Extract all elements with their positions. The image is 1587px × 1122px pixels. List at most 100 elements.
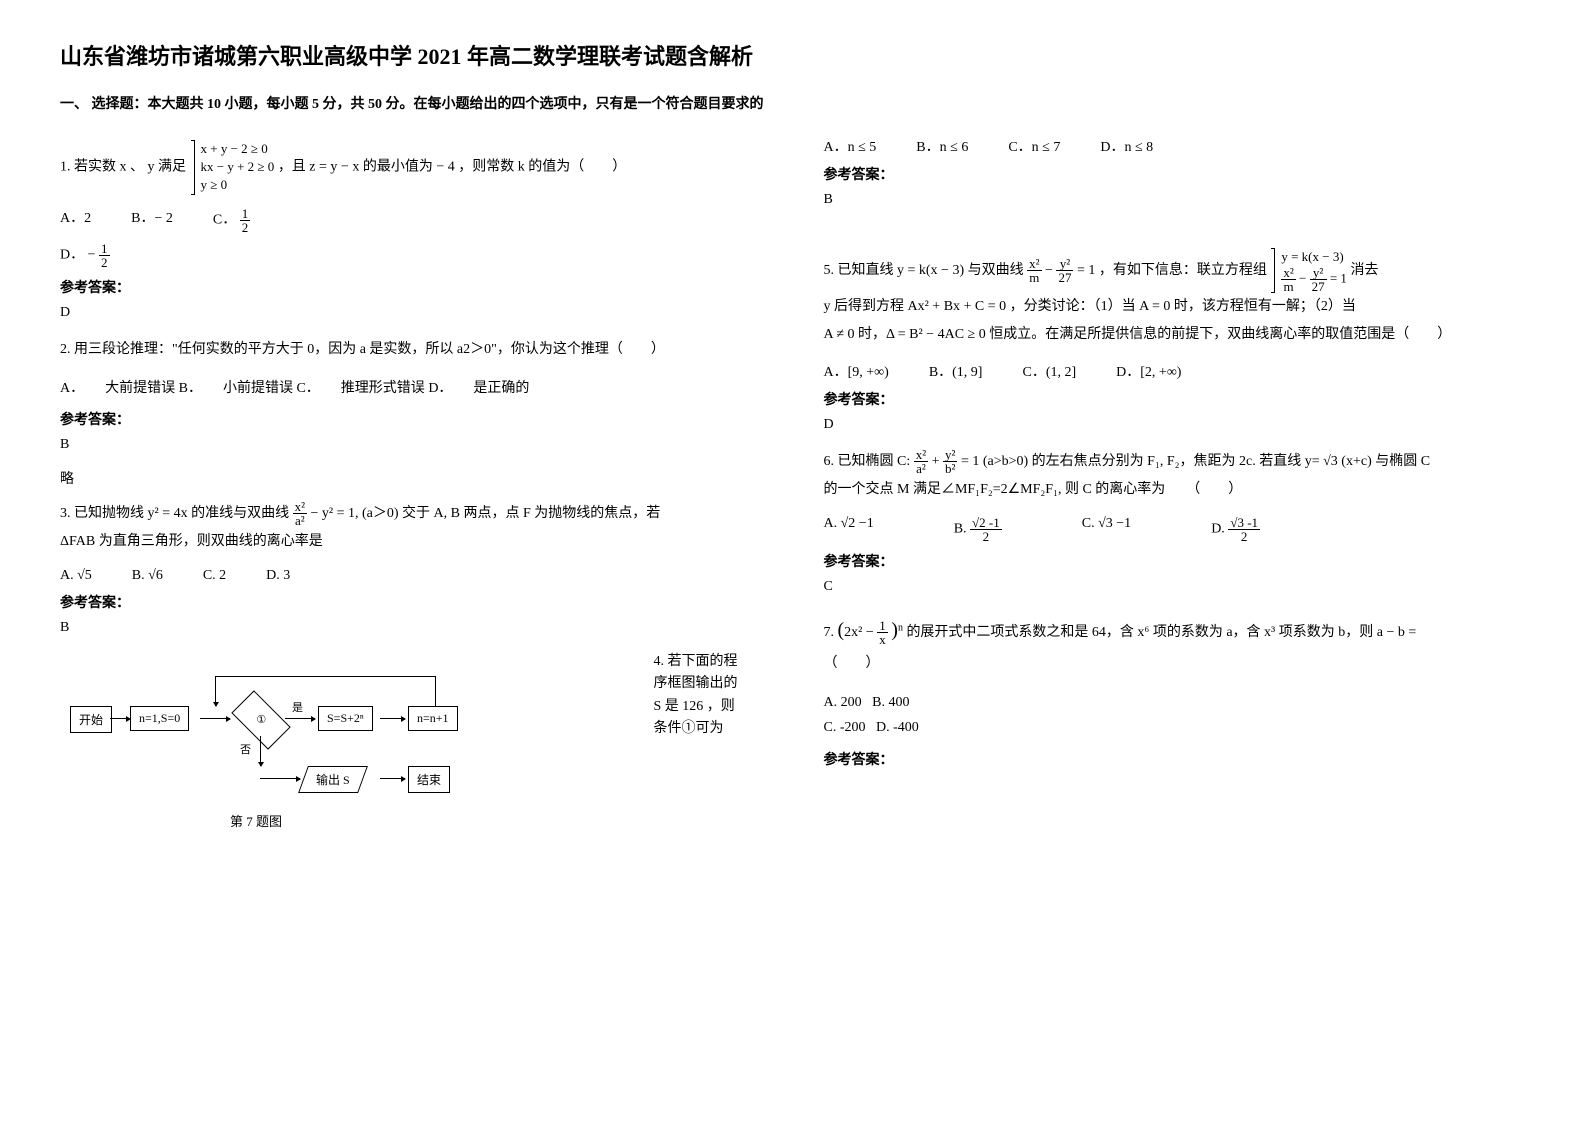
- q5-line2: y 后得到方程 Ax² + Bx + C = 0 ，分类讨论：（1）当 A = …: [824, 293, 1528, 321]
- q2-optA: A． 大前提错误: [60, 381, 175, 396]
- q3-stem-mid: − y² = 1, (a＞0) 交于 A, B 两点，点 F 为抛物线的焦点，若: [311, 506, 661, 521]
- q6-optB-pre: B.: [954, 522, 967, 537]
- q2-answer: B: [60, 437, 764, 453]
- q6-optA: A. √2 −1: [824, 516, 874, 543]
- q5-case1: y = k(x − 3): [1281, 248, 1347, 266]
- fc-output-text: 输出 S: [316, 771, 350, 788]
- q7-answer-label: 参考答案：: [824, 749, 1528, 769]
- q5-stem-pre: 5. 已知直线 y = k(x − 3) 与双曲线: [824, 263, 1024, 278]
- question-7: 7. (2x² − 1x )n 的展开式中二项式系数之和是 64，含 x⁶ 项的…: [824, 610, 1528, 678]
- fc-no: 否: [240, 741, 251, 757]
- q3-optD: D. 3: [266, 568, 290, 584]
- q3-line2: ΔFAB 为直角三角形，则双曲线的离心率是: [60, 528, 764, 556]
- q6-optD-n: √3 -1: [1228, 516, 1260, 530]
- q3-stem-pre: 3. 已知抛物线 y² = 4x 的准线与双曲线: [60, 506, 289, 521]
- fc-start: 开始: [70, 706, 112, 733]
- q2-optB: B． 小前提错误: [179, 381, 293, 396]
- q7-bin-n: 1: [877, 619, 888, 633]
- q1-case2: kx − y + 2 ≥ 0: [201, 158, 275, 176]
- q7-blank: （ ）: [824, 650, 1528, 678]
- q7-bin-d: x: [877, 633, 888, 646]
- q7-optA: A. 200: [824, 695, 862, 710]
- q3-answer-label: 参考答案：: [60, 592, 764, 612]
- fc-yes: 是: [292, 699, 303, 715]
- q2-options: A． 大前提错误 B． 小前提错误 C． 推理形式错误 D． 是正确的: [60, 376, 764, 401]
- question-5: 5. 已知直线 y = k(x − 3) 与双曲线 x²m − y²27 = 1…: [824, 248, 1528, 349]
- q5-optA: A．[9, +∞): [824, 361, 889, 381]
- q1-optC-label: C．: [213, 212, 236, 227]
- q4-optD: D．n ≤ 8: [1100, 136, 1153, 156]
- question-2: 2. 用三段论推理："任何实数的平方大于 0，因为 a 是实数，所以 a2＞0"…: [60, 336, 764, 364]
- section-heading: 一、 选择题：本大题共 10 小题，每小题 5 分，共 50 分。在每小题给出的…: [60, 93, 1527, 113]
- q6-line2: 的一个交点 M 满足∠MF₁F₂=2∠MF₂F₁, 则 C 的离心率为 （ ）: [824, 476, 1528, 504]
- q7-options: A. 200 B. 400 C. -200 D. -400: [824, 690, 1528, 740]
- q5-optB: B．(1, 9]: [929, 361, 983, 381]
- q1-cases: x + y − 2 ≥ 0 kx − y + 2 ≥ 0 y ≥ 0: [194, 140, 275, 195]
- q2-answer-label: 参考答案：: [60, 409, 764, 429]
- q4-side-text: 4. 若下面的程 序框图输出的 S 是 126 ，则 条件①可为: [654, 651, 764, 741]
- q4-answer-label: 参考答案：: [824, 164, 1528, 184]
- q5-line3: A ≠ 0 时，Δ = B² − 4AC ≥ 0 恒成立。在满足所提供信息的前提…: [824, 321, 1528, 349]
- fc-end: 结束: [408, 766, 450, 793]
- question-3: 3. 已知抛物线 y² = 4x 的准线与双曲线 x²a² − y² = 1, …: [60, 500, 764, 556]
- q6-optD-d: 2: [1228, 530, 1260, 543]
- fc-inc: n=n+1: [408, 706, 458, 731]
- q5-c2r: = 1: [1330, 271, 1347, 286]
- q1-optD: D． − 12: [60, 242, 110, 269]
- q5-case2: x²m − y²27 = 1: [1281, 266, 1347, 293]
- q4-stem2: 序框图输出的: [654, 673, 764, 695]
- q6-answer: C: [824, 579, 1528, 595]
- q4-answer: B: [824, 192, 1528, 208]
- q2-optD: D． 是正确的: [428, 381, 529, 396]
- q6-options: A. √2 −1 B. √2 -12 C. √3 −1 D. √3 -12: [824, 516, 1528, 543]
- q4-options: A．n ≤ 5 B．n ≤ 6 C．n ≤ 7 D．n ≤ 8: [824, 136, 1528, 156]
- q6-f1d: a²: [914, 462, 928, 475]
- q3-optA: A. √5: [60, 568, 92, 584]
- q1-optA: A．2: [60, 207, 91, 234]
- q5-c2d2: 27: [1310, 280, 1327, 293]
- q5-h1d: m: [1027, 271, 1041, 284]
- q1-optD-num: 1: [99, 242, 110, 256]
- q7-bin-inner: 2x² −: [844, 625, 874, 640]
- q3-answer: B: [60, 620, 764, 636]
- q1-optD-label: D．: [60, 247, 84, 262]
- q1-answer-label: 参考答案：: [60, 277, 764, 297]
- fc-calc: S=S+2ⁿ: [318, 706, 373, 731]
- q1-optB: B．− 2: [131, 207, 173, 234]
- q3-optB: B. √6: [132, 568, 163, 584]
- left-column: 1. 若实数 x 、 y 满足 x + y − 2 ≥ 0 kx − y + 2…: [60, 128, 764, 861]
- q2-optC: C． 推理形式错误: [296, 381, 424, 396]
- q1-optC-num: 1: [240, 207, 251, 221]
- question-1: 1. 若实数 x 、 y 满足 x + y − 2 ≥ 0 kx − y + 2…: [60, 140, 764, 195]
- flowchart: 开始 n=1,S=0 ① 是 S=S+2ⁿ n=n+1 否 输出 S: [60, 666, 654, 846]
- q1-optC-den: 2: [240, 221, 251, 234]
- q1-stem-pre: 1. 若实数 x 、 y 满足: [60, 160, 186, 175]
- q5-options: A．[9, +∞) B．(1, 9] C．(1, 2] D．[2, +∞): [824, 361, 1528, 381]
- q4-optA: A．n ≤ 5: [824, 136, 877, 156]
- q7-exp: n: [898, 623, 903, 634]
- q3-optC: C. 2: [203, 568, 226, 584]
- q6-optB: B. √2 -12: [954, 516, 1002, 543]
- fc-caption: 第 7 题图: [230, 811, 282, 830]
- q6-stem-mid: = 1 (a>b>0) 的左右焦点分别为 F₁, F₂，焦距为 2c. 若直线 …: [961, 454, 1430, 469]
- q6-optD-pre: D.: [1211, 522, 1225, 537]
- q5-stem-mid: = 1 ，有如下信息：联立方程组: [1077, 263, 1267, 278]
- q4-stem1: 4. 若下面的程: [654, 651, 764, 673]
- q1-answer: D: [60, 305, 764, 321]
- q7-optD: D. -400: [876, 720, 919, 735]
- q1-case1: x + y − 2 ≥ 0: [201, 140, 275, 158]
- q5-h1n: x²: [1027, 257, 1041, 271]
- q6-optD: D. √3 -12: [1211, 516, 1260, 543]
- q7-stem-mid: 的展开式中二项式系数之和是 64，含 x⁶ 项的系数为 a，含 x³ 项系数为 …: [906, 625, 1416, 640]
- fc-cond-text: ①: [236, 713, 286, 726]
- q7-optC: C. -200: [824, 720, 866, 735]
- q6-f1n: x²: [914, 448, 928, 462]
- q3-frac-den: a²: [293, 514, 307, 527]
- q1-optD-den: 2: [99, 256, 110, 269]
- q1-stem-mid: ，且 z = y − x 的最小值为 − 4 ，则常数 k 的值为（ ）: [278, 160, 626, 175]
- q5-answer-label: 参考答案：: [824, 389, 1528, 409]
- q4-optC: C．n ≤ 7: [1008, 136, 1060, 156]
- q3-options: A. √5 B. √6 C. 2 D. 3: [60, 568, 764, 584]
- q6-optB-d: 2: [970, 530, 1002, 543]
- question-6: 6. 已知椭圆 C: x²a² + y²b² = 1 (a>b>0) 的左右焦点…: [824, 448, 1528, 504]
